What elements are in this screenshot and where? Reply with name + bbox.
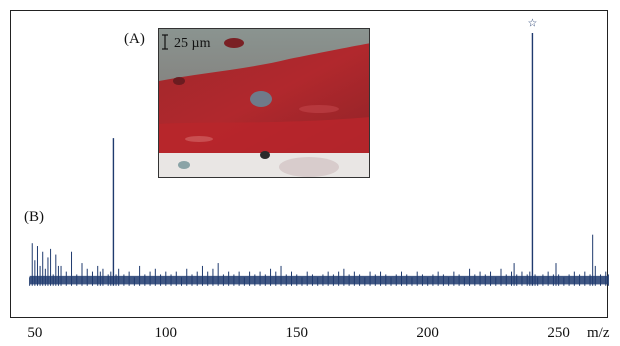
x-tick-label: 150 xyxy=(285,325,308,341)
micrograph-image xyxy=(159,29,369,177)
x-tick-label: 250 xyxy=(547,325,570,341)
scale-bar-label: 25 µm xyxy=(174,36,211,51)
cross-section-micrograph xyxy=(158,28,370,178)
peak-star-annotation: ☆ xyxy=(527,16,537,29)
baseline-noise-band xyxy=(29,275,609,285)
figure-frame xyxy=(10,10,608,318)
x-tick-label: 50 xyxy=(27,325,42,341)
panel-b-label: (B) xyxy=(24,209,44,225)
x-axis-label: m/z xyxy=(587,325,610,341)
x-tick-label: 200 xyxy=(416,325,439,341)
panel-a-label: (A) xyxy=(124,31,145,47)
x-tick-label: 100 xyxy=(155,325,178,341)
